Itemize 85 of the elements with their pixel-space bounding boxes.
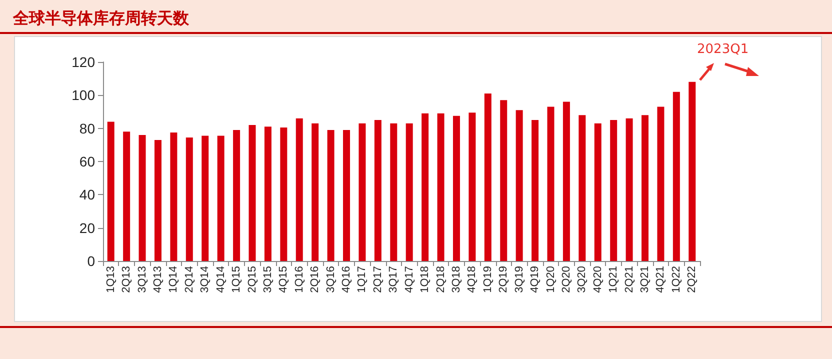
bar: [484, 94, 492, 261]
x-tick-label: 1Q17: [356, 266, 368, 293]
x-tick-label: 1Q19: [482, 266, 494, 293]
x-tick-label: 2Q15: [246, 266, 258, 293]
bar: [578, 115, 586, 261]
y-tick-label: 80: [79, 120, 96, 136]
y-tick-label: 60: [79, 154, 96, 170]
x-tick-label: 3Q15: [262, 266, 274, 293]
bar: [547, 106, 554, 261]
text: 2023Q1: [697, 42, 749, 57]
bar: [468, 112, 476, 261]
bar: [327, 130, 334, 261]
x-tick-label: 2Q16: [309, 266, 322, 293]
x-tick-label: 1Q21: [608, 266, 620, 293]
bar: [138, 134, 146, 261]
x-tick-label: 1Q14: [168, 266, 180, 293]
bar: [186, 137, 193, 261]
bar: [657, 106, 664, 261]
x-tick-label: 2Q20: [560, 266, 572, 293]
bar: [358, 123, 366, 261]
bar: [312, 123, 319, 261]
x-tick-label: 2Q14: [183, 266, 196, 293]
bar: [296, 118, 303, 261]
x-tick-label: 4Q21: [654, 266, 667, 293]
bar: [672, 92, 680, 261]
x-tick-label: 4Q13: [152, 266, 164, 293]
bar: [642, 115, 649, 261]
bar: [422, 113, 429, 261]
bar: [248, 125, 256, 261]
bar: [594, 123, 602, 261]
y-tick-label: 20: [79, 220, 96, 236]
bar: [217, 136, 224, 261]
x-tick-label: 2Q21: [623, 266, 636, 293]
x-tick-label: 3Q13: [136, 266, 148, 293]
x-tick-label: 2Q17: [372, 266, 384, 293]
x-tick-label: 4Q14: [214, 266, 227, 293]
x-tick-label: 4Q17: [403, 266, 416, 293]
bar: [202, 136, 209, 261]
bar: [233, 130, 240, 261]
bar: [562, 102, 570, 261]
bar: [437, 113, 444, 261]
y-tick-label: 40: [79, 186, 96, 203]
x-tick-label: 3Q20: [576, 266, 588, 293]
bar: [406, 123, 413, 261]
bar: [390, 123, 398, 261]
x-tick-label: 2Q18: [434, 266, 447, 293]
x-tick-label: 1Q20: [544, 266, 557, 293]
x-tick-label: 1Q16: [293, 266, 306, 293]
x-tick-label: 3Q19: [513, 266, 526, 293]
x-tick-label: 3Q18: [450, 266, 462, 293]
y-tick-label: 100: [72, 87, 96, 104]
x-tick-label: 4Q16: [340, 266, 353, 293]
bar: [154, 140, 162, 261]
x-tick-label: 2Q13: [120, 266, 133, 293]
bar: [688, 82, 696, 261]
bar: [123, 132, 130, 261]
bar: [532, 120, 539, 261]
bar: [610, 120, 618, 261]
x-tick-label: 3Q17: [388, 266, 400, 293]
x-tick-label: 1Q22: [670, 266, 682, 293]
x-tick-label: 4Q18: [466, 266, 478, 293]
bar: [516, 110, 523, 261]
x-tick-label: 1Q13: [104, 266, 117, 293]
bar: [626, 118, 633, 261]
bar: [280, 128, 288, 261]
x-tick-label: 4Q15: [278, 266, 290, 293]
x-tick-label: 3Q16: [324, 266, 337, 293]
bar: [170, 132, 178, 261]
x-tick-label: 3Q14: [199, 266, 212, 293]
bar: [264, 126, 272, 261]
y-tick-label: 120: [72, 54, 96, 70]
bar: [343, 130, 350, 261]
x-tick-label: 1Q18: [419, 266, 432, 293]
bar: [500, 100, 508, 261]
x-tick-label: 2Q19: [498, 266, 510, 293]
x-tick-label: 4Q20: [592, 266, 604, 293]
chart-title: 全球半导体库存周转天数: [12, 8, 190, 28]
x-tick-label: 1Q15: [230, 266, 243, 293]
x-tick-label: 3Q21: [639, 266, 652, 293]
y-tick-label: 0: [87, 253, 96, 269]
bar: [374, 120, 382, 261]
bar: [107, 122, 114, 261]
x-tick-label: 2Q22: [686, 266, 698, 293]
x-tick-label: 4Q19: [529, 266, 542, 293]
bar: [452, 116, 460, 261]
